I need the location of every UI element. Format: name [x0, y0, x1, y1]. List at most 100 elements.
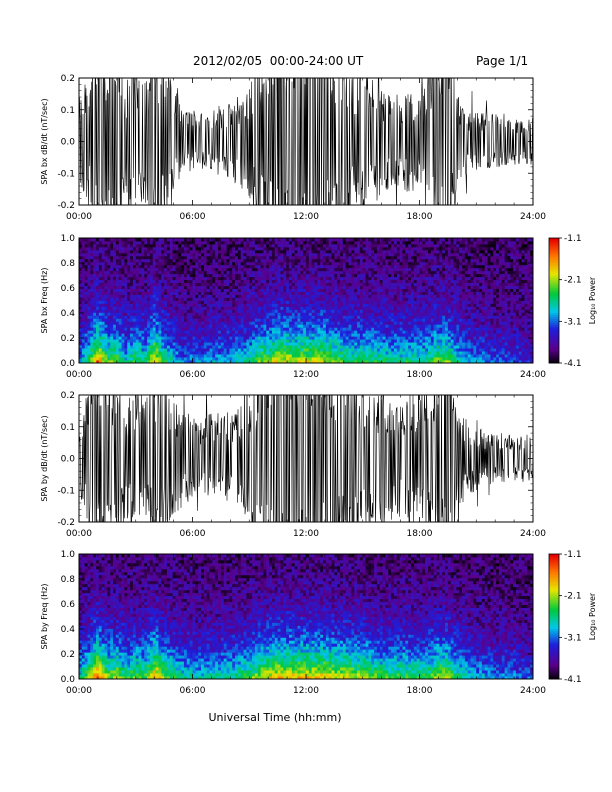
spectrogram-cell	[297, 324, 301, 328]
spectrogram-cell	[385, 243, 389, 248]
spectrogram-cell	[399, 240, 403, 245]
spectrogram-cell	[379, 261, 384, 266]
spectrogram-cell	[325, 342, 330, 346]
spectrogram-cell	[348, 330, 352, 334]
spectrogram-cell	[218, 327, 222, 331]
spectrogram-cell	[115, 351, 120, 355]
spectrogram-cell	[371, 300, 375, 304]
spectrogram-cell	[393, 246, 398, 251]
spectrogram-cell	[263, 288, 267, 292]
spectrogram-cell	[175, 252, 179, 257]
spectrogram-cell	[192, 339, 196, 343]
spectrogram-cell	[396, 261, 401, 266]
spectrogram-cell	[263, 327, 267, 331]
spectrogram-cell	[130, 273, 134, 278]
spectrogram-cell	[249, 327, 253, 331]
spectrogram-cell	[93, 258, 97, 263]
spectrogram-cell	[98, 303, 103, 307]
spectrogram-cell	[195, 351, 199, 355]
spectrogram-cell	[391, 300, 395, 304]
spectrogram-cell	[147, 321, 151, 325]
spectrogram-cell	[374, 318, 378, 322]
spectrogram-cell	[348, 318, 352, 322]
spectrogram-cell	[254, 240, 259, 245]
spectrogram-cell	[240, 306, 244, 310]
spectrogram-cell	[107, 315, 111, 319]
spectrogram-cell	[365, 345, 369, 349]
spectrogram-cell	[93, 288, 97, 292]
spectrogram-cell	[337, 291, 341, 295]
spectrogram-cell	[317, 327, 321, 331]
spectrogram-cell	[101, 279, 105, 284]
spectrogram-cell	[340, 279, 344, 284]
spectrogram-cell	[169, 273, 174, 278]
spectrogram-cell	[249, 273, 253, 278]
spectrogram-cell	[215, 261, 219, 266]
spectrogram-cell	[254, 327, 259, 331]
spectrogram-cell	[135, 252, 139, 257]
spectrogram-cell	[334, 318, 338, 322]
spectrogram-cell	[220, 303, 225, 307]
spectrogram-cell	[379, 357, 384, 361]
spectrogram-cell	[172, 273, 176, 278]
spectrogram-cell	[328, 273, 332, 278]
spectrogram-cell	[181, 318, 185, 322]
spectrogram-cell	[237, 258, 242, 263]
spectrogram-cell	[135, 321, 139, 325]
spectrogram-cell	[243, 255, 247, 260]
spectrogram-cell	[348, 282, 352, 287]
spectrogram-cell	[314, 297, 318, 301]
spectrogram-cell	[357, 345, 361, 349]
spectrogram-cell	[113, 360, 117, 364]
spectrogram-cell	[161, 324, 165, 328]
spectrogram-cell	[183, 297, 188, 301]
spectrogram-cell	[345, 300, 349, 304]
spectrogram-cell	[362, 285, 366, 289]
spectrogram-cell	[288, 354, 293, 358]
spectrogram-cell	[169, 300, 174, 304]
spectrogram-cell	[359, 291, 364, 295]
spectrogram-cell	[124, 351, 128, 355]
spectrogram-cell	[334, 276, 338, 281]
spectrogram-cell	[166, 333, 171, 337]
spectrogram-cell	[359, 303, 364, 307]
spectrogram-cell	[362, 261, 366, 266]
spectrogram-cell	[138, 261, 142, 266]
spectrogram-cell	[294, 252, 298, 257]
spectrogram-cell	[124, 264, 128, 269]
spectrogram-cell	[348, 348, 352, 352]
spectrogram-cell	[181, 351, 185, 355]
spectrogram-cell	[317, 354, 321, 358]
spectrogram-cell	[391, 246, 395, 251]
spectrogram-cell	[306, 238, 310, 242]
spectrogram-cell	[342, 294, 347, 298]
spectrogram-cell	[396, 312, 401, 316]
spectrogram-cell	[141, 288, 145, 292]
spectrogram-cell	[201, 351, 205, 355]
spectrogram-cell	[223, 351, 227, 355]
spectrogram-cell	[306, 276, 310, 281]
spectrogram-cell	[161, 264, 165, 269]
spectrogram-cell	[342, 315, 347, 319]
spectrogram-cell	[374, 312, 378, 316]
spectrogram-cell	[331, 333, 335, 337]
spectrogram-cell	[388, 294, 392, 298]
spectrogram-cell	[240, 354, 244, 358]
spectrogram-cell	[345, 297, 349, 301]
spectrogram-cell	[237, 297, 242, 301]
spectrogram-cell	[266, 315, 270, 319]
spectrogram-cell	[260, 249, 264, 254]
spectrogram-cell	[155, 285, 159, 289]
spectrogram-cell	[84, 321, 88, 325]
spectrogram-cell	[118, 291, 122, 295]
spectrogram-cell	[220, 354, 225, 358]
spectrogram-cell	[357, 300, 361, 304]
spectrogram-cell	[288, 360, 293, 364]
spectrogram-cell	[203, 351, 208, 355]
spectrogram-cell	[155, 282, 159, 287]
spectrogram-cell	[317, 285, 321, 289]
spectrogram-cell	[323, 243, 327, 248]
spectrogram-cell	[138, 276, 142, 281]
spectrogram-cell	[294, 342, 298, 346]
spectrogram-cell	[79, 327, 83, 331]
